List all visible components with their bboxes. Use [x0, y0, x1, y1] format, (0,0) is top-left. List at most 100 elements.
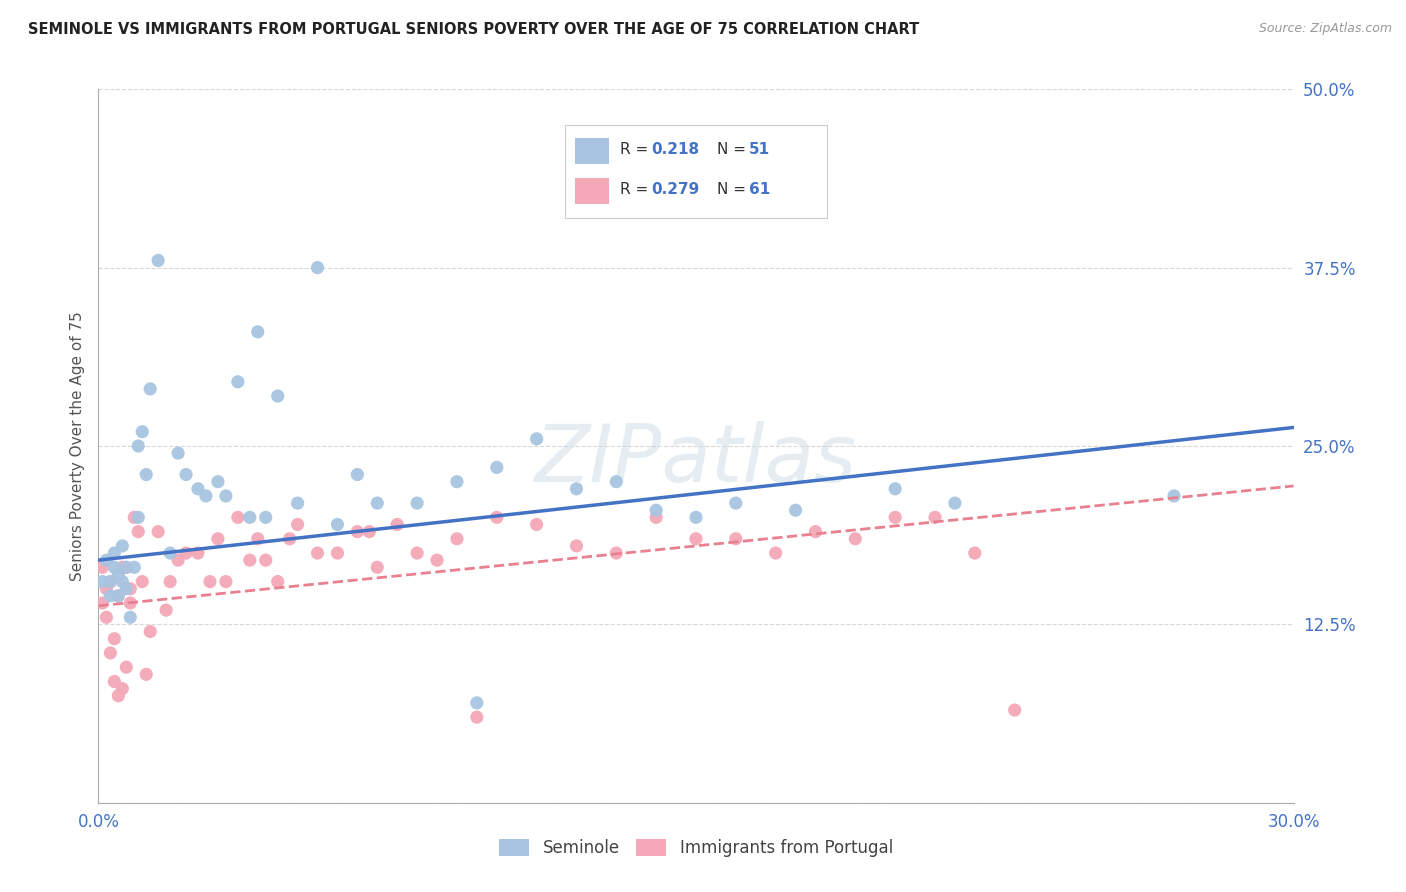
Point — [924, 510, 946, 524]
Point — [115, 560, 138, 574]
Point — [565, 539, 588, 553]
Point — [765, 546, 787, 560]
Point — [91, 560, 114, 574]
Point — [884, 482, 907, 496]
Point — [685, 510, 707, 524]
Point — [526, 517, 548, 532]
Point — [226, 510, 249, 524]
Point — [785, 503, 807, 517]
Point — [174, 546, 197, 560]
Point — [111, 539, 134, 553]
Point — [254, 553, 277, 567]
Point — [127, 510, 149, 524]
Point — [111, 681, 134, 696]
Point — [98, 646, 122, 660]
Point — [485, 510, 508, 524]
Point — [884, 510, 907, 524]
Point — [267, 389, 290, 403]
Bar — [575, 138, 609, 164]
Point — [187, 482, 209, 496]
Point — [215, 574, 238, 589]
Point — [485, 460, 508, 475]
Point — [307, 546, 329, 560]
Point — [115, 560, 138, 574]
Point — [246, 325, 269, 339]
Point — [103, 674, 125, 689]
Point — [645, 503, 668, 517]
Point — [91, 574, 114, 589]
Point — [426, 553, 449, 567]
Y-axis label: Seniors Poverty Over the Age of 75: Seniors Poverty Over the Age of 75 — [69, 311, 84, 581]
Point — [366, 496, 388, 510]
Text: 51: 51 — [748, 143, 769, 157]
Point — [167, 446, 190, 460]
Point — [111, 574, 134, 589]
Point — [107, 589, 129, 603]
Point — [526, 432, 548, 446]
Point — [120, 596, 142, 610]
Point — [127, 439, 149, 453]
Point — [98, 589, 122, 603]
Point — [307, 260, 329, 275]
Point — [446, 475, 468, 489]
Point — [963, 546, 986, 560]
Point — [465, 696, 488, 710]
Point — [346, 524, 368, 539]
Point — [645, 510, 668, 524]
Point — [359, 524, 381, 539]
Point — [287, 517, 309, 532]
Point — [124, 560, 146, 574]
Point — [239, 553, 262, 567]
Point — [167, 553, 190, 567]
Point — [605, 475, 627, 489]
Text: 61: 61 — [748, 182, 770, 197]
Point — [103, 546, 125, 560]
Point — [943, 496, 966, 510]
Point — [135, 467, 157, 482]
Point — [565, 482, 588, 496]
Point — [139, 624, 162, 639]
Point — [267, 574, 290, 589]
Point — [446, 532, 468, 546]
Point — [107, 589, 129, 603]
Point — [107, 567, 129, 582]
Point — [326, 517, 349, 532]
Point — [174, 467, 197, 482]
Point — [111, 560, 134, 574]
Point — [724, 532, 747, 546]
Point — [724, 496, 747, 510]
Point — [1163, 489, 1185, 503]
Text: 0.218: 0.218 — [651, 143, 699, 157]
Point — [98, 574, 122, 589]
Text: R =: R = — [620, 182, 652, 197]
Text: 0.279: 0.279 — [651, 182, 700, 197]
Point — [239, 510, 262, 524]
Point — [120, 582, 142, 596]
Point — [115, 660, 138, 674]
Point — [96, 610, 118, 624]
Point — [215, 489, 238, 503]
Text: ZIPatlas: ZIPatlas — [534, 421, 858, 500]
Point — [198, 574, 221, 589]
Point — [346, 467, 368, 482]
Text: N =: N = — [717, 143, 751, 157]
Point — [366, 560, 388, 574]
Point — [465, 710, 488, 724]
Point — [139, 382, 162, 396]
Point — [385, 517, 409, 532]
Point — [131, 574, 153, 589]
Point — [278, 532, 301, 546]
Text: SEMINOLE VS IMMIGRANTS FROM PORTUGAL SENIORS POVERTY OVER THE AGE OF 75 CORRELAT: SEMINOLE VS IMMIGRANTS FROM PORTUGAL SEN… — [28, 22, 920, 37]
Point — [187, 546, 209, 560]
Point — [127, 524, 149, 539]
Point — [159, 574, 181, 589]
Point — [103, 560, 125, 574]
Point — [1004, 703, 1026, 717]
Point — [115, 582, 138, 596]
Point — [98, 574, 122, 589]
Point — [124, 510, 146, 524]
Point — [148, 524, 170, 539]
Point — [120, 610, 142, 624]
Point — [246, 532, 269, 546]
Point — [685, 532, 707, 546]
